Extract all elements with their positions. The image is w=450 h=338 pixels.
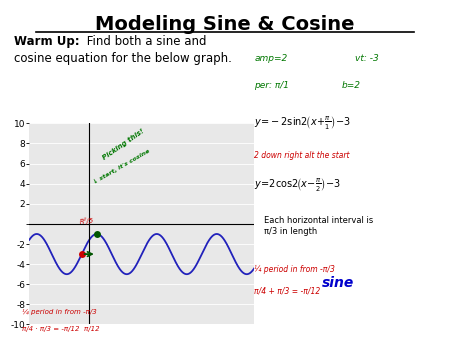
Text: π/4 + π/3 = -π/12: π/4 + π/3 = -π/12	[254, 287, 320, 296]
Text: per: π/1: per: π/1	[254, 81, 295, 90]
Text: Picking this!: Picking this!	[101, 127, 145, 161]
Text: vt: -3: vt: -3	[355, 54, 378, 63]
Text: b=2: b=2	[341, 81, 360, 90]
Text: 2 down right alt the start: 2 down right alt the start	[254, 151, 350, 161]
Text: sine: sine	[322, 276, 354, 290]
Text: Modeling Sine & Cosine: Modeling Sine & Cosine	[95, 15, 355, 34]
Text: amp=2: amp=2	[254, 54, 288, 63]
Text: cosine equation for the below graph.: cosine equation for the below graph.	[14, 52, 231, 65]
Text: ¼ period in from -π/3: ¼ period in from -π/3	[22, 309, 97, 315]
Text: Each horizontal interval is
π/3 in length: Each horizontal interval is π/3 in lengt…	[264, 216, 373, 236]
Text: ↓ start, it's cosine: ↓ start, it's cosine	[92, 148, 151, 185]
Text: Warm Up:: Warm Up:	[14, 35, 79, 48]
Text: π/4 · π/3 = -π/12  π/12: π/4 · π/3 = -π/12 π/12	[22, 326, 100, 332]
Text: $y\!=\!2\cos\!2\!\left(x\!-\!\frac{\pi}{2}\right)\!-\!3$: $y\!=\!2\cos\!2\!\left(x\!-\!\frac{\pi}{…	[254, 176, 342, 193]
Text: $y\!=\!-2\sin\!2\!\left(x\!+\!\frac{\pi}{1}\right)\!-\!3$: $y\!=\!-2\sin\!2\!\left(x\!+\!\frac{\pi}…	[254, 114, 351, 130]
Text: R²/5: R²/5	[79, 217, 94, 225]
Text: ¼ period in from -π/3: ¼ period in from -π/3	[254, 265, 335, 274]
Text: Find both a sine and: Find both a sine and	[83, 35, 207, 48]
